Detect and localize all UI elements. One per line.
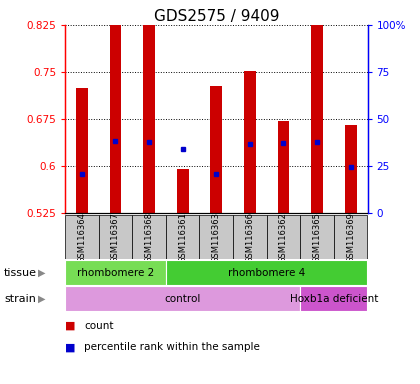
Bar [65, 215, 99, 259]
Text: Hoxb1a deficient: Hoxb1a deficient [290, 294, 378, 304]
Text: GSM116363: GSM116363 [212, 212, 221, 263]
Bar [267, 215, 300, 259]
Text: ▶: ▶ [38, 294, 46, 304]
Text: GSM116364: GSM116364 [77, 212, 87, 263]
Bar [278, 121, 289, 213]
Bar [300, 286, 368, 311]
Text: tissue: tissue [4, 268, 37, 278]
Bar [210, 86, 222, 213]
Text: GSM116368: GSM116368 [144, 212, 154, 263]
Text: GSM116365: GSM116365 [312, 212, 322, 263]
Bar [143, 6, 155, 213]
Bar [65, 260, 166, 285]
Text: GSM116362: GSM116362 [279, 212, 288, 263]
Text: GSM116361: GSM116361 [178, 212, 187, 263]
Text: ▶: ▶ [38, 268, 46, 278]
Bar [177, 169, 189, 213]
Text: rhombomere 4: rhombomere 4 [228, 268, 305, 278]
Text: percentile rank within the sample: percentile rank within the sample [84, 342, 260, 352]
Bar [76, 88, 88, 213]
Bar [233, 215, 267, 259]
Bar [334, 215, 368, 259]
Text: control: control [165, 294, 201, 304]
Bar [300, 215, 334, 259]
Bar [244, 71, 256, 213]
Text: count: count [84, 321, 113, 331]
Text: GSM116369: GSM116369 [346, 212, 355, 263]
Bar [99, 215, 132, 259]
Text: GSM116367: GSM116367 [111, 212, 120, 263]
Bar [200, 215, 233, 259]
Text: rhombomere 2: rhombomere 2 [77, 268, 154, 278]
Bar [311, 6, 323, 213]
Text: ■: ■ [65, 342, 76, 352]
Text: GSM116366: GSM116366 [245, 212, 255, 263]
Bar [166, 215, 200, 259]
Text: strain: strain [4, 294, 36, 304]
Bar [166, 260, 368, 285]
Title: GDS2575 / 9409: GDS2575 / 9409 [154, 9, 279, 24]
Bar [65, 286, 300, 311]
Bar [110, 16, 121, 213]
Bar [345, 125, 357, 213]
Text: ■: ■ [65, 321, 76, 331]
Bar [132, 215, 166, 259]
